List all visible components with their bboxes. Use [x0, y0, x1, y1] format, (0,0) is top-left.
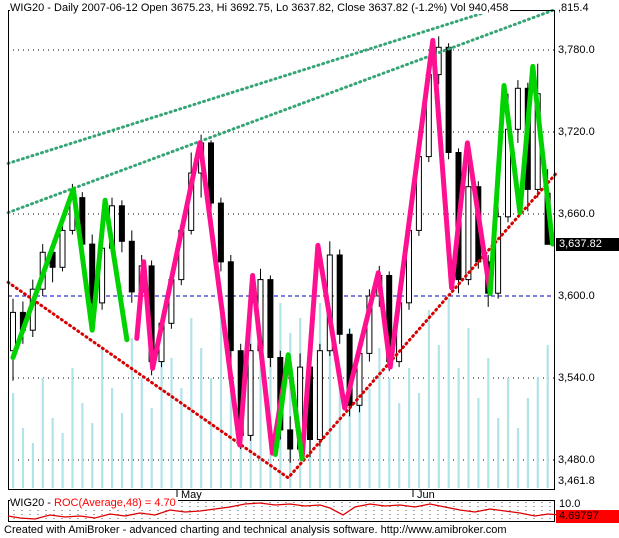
footer-credit: Created with AmiBroker - advanced charti… [4, 524, 507, 536]
price-axis-label: 3,540.0 [558, 372, 595, 384]
price-axis-label: 3,480.0 [558, 454, 595, 466]
last-price-badge: 3,637.82 [556, 238, 619, 251]
date-axis-label: Jun [417, 489, 435, 501]
roc-title-symbol: WIG20 - [10, 497, 55, 509]
price-axis-label: ,815.4 [558, 2, 589, 14]
roc-pane-title: WIG20 - ROC(Average,48) = 4.70 [10, 497, 178, 509]
price-axis-label: 3,461.8 [558, 475, 595, 487]
roc-title-indicator: ROC(Average,48) = 4.70 [54, 497, 176, 509]
roc-scale-max-label: 10.0 [559, 498, 581, 510]
chart-title: WIG20 - Daily 2007-06-12 Open 3675.23, H… [10, 2, 511, 14]
price-axis-label: 3,780.0 [558, 44, 595, 56]
price-axis-label: 3,720.0 [558, 126, 595, 138]
price-axis-label: 3,600.0 [558, 290, 595, 302]
roc-value-badge: 4.69797 [556, 510, 619, 523]
price-axis-label: 3,660.0 [558, 208, 595, 220]
date-axis-label: May [181, 489, 202, 501]
